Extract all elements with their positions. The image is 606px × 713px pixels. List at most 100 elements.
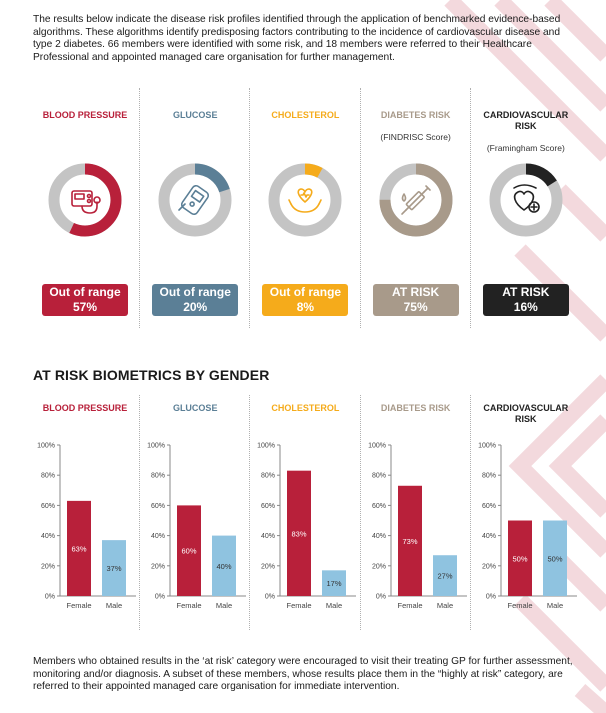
bar-data-label: 37% xyxy=(106,564,121,573)
y-tick-label: 60% xyxy=(372,503,386,510)
percent-label: 16% xyxy=(513,300,538,314)
bar-female xyxy=(397,485,422,596)
x-category-label: Female xyxy=(507,601,532,610)
y-tick-label: 60% xyxy=(482,503,496,510)
donut-value-arc xyxy=(268,163,342,237)
bar-chart-title: DIABETES RISK xyxy=(380,403,451,413)
bar-data-label: 50% xyxy=(512,554,527,563)
bar-male xyxy=(102,540,126,596)
syringe-icon xyxy=(400,185,431,215)
bar-data-label: 63% xyxy=(71,544,86,553)
donut-chart xyxy=(379,163,453,237)
metric-cardiovascular-risk: CARDIOVASCULAR RISK (Framingham Score) A… xyxy=(469,88,580,328)
x-category-label: Male xyxy=(547,601,563,610)
bar-chart: 0% 20% 40% 60% 80% 100% 50% Female 50% Male xyxy=(478,443,577,610)
percent-label: 75% xyxy=(403,300,428,314)
bar-data-label: 27% xyxy=(437,572,452,581)
x-category-label: Female xyxy=(287,601,312,610)
y-tick-label: 60% xyxy=(261,503,275,510)
metric-cholesterol: CHOLESTEROL Out of range 8% xyxy=(249,88,359,328)
metric-diabetes-risk: DIABETES RISK (FINDRISC Score) AT RISK 7… xyxy=(359,88,470,328)
y-tick-label: 0% xyxy=(486,594,496,601)
y-tick-label: 80% xyxy=(151,473,165,480)
y-tick-label: 0% xyxy=(155,594,165,601)
status-badge: Out of range 57% xyxy=(42,284,128,316)
y-tick-label: 0% xyxy=(265,594,275,601)
bar-male xyxy=(542,520,567,596)
donut-value-arc xyxy=(158,163,232,237)
bar-chart-diabetes-risk: DIABETES RISK 0% 20% 40% 60% 80% 100% 73% Femal… xyxy=(359,395,470,630)
bar-female xyxy=(177,505,202,596)
y-tick-label: 100% xyxy=(147,443,165,450)
y-tick-label: 80% xyxy=(41,473,55,480)
bar-chart-title: CARDIOVASCULAR RISK xyxy=(483,403,569,424)
metric-title: DIABETES RISK xyxy=(380,110,451,120)
bar-chart-glucose: GLUCOSE 0% 20% 40% 60% 80% 100% 60% Female 40% Ma… xyxy=(139,395,249,630)
y-tick-label: 100% xyxy=(368,443,386,450)
disease-risk-profiles: BLOOD PRESSURE Out of range 57% GLUCOSE … xyxy=(30,88,580,328)
x-category-label: Female xyxy=(397,601,422,610)
y-tick-label: 100% xyxy=(37,443,55,450)
y-tick-label: 20% xyxy=(261,563,275,570)
status-label: AT RISK xyxy=(392,285,440,299)
y-tick-label: 40% xyxy=(482,533,496,540)
metric-blood-pressure: BLOOD PRESSURE Out of range 57% xyxy=(30,88,139,328)
status-label: Out of range xyxy=(159,285,231,299)
metric-title: BLOOD PRESSURE xyxy=(42,110,128,120)
status-badge: AT RISK 16% xyxy=(482,284,569,316)
bar-female xyxy=(287,470,312,596)
status-badge: AT RISK 75% xyxy=(372,284,459,316)
intro-paragraph: The results below indicate the disease r… xyxy=(33,14,561,63)
y-tick-label: 100% xyxy=(258,443,276,450)
status-badge: Out of range 20% xyxy=(152,284,239,316)
percent-label: 8% xyxy=(296,300,315,314)
donut-chart xyxy=(158,163,232,237)
metric-title: CHOLESTEROL xyxy=(271,110,340,120)
x-category-label: Male xyxy=(216,601,232,610)
x-category-label: Male xyxy=(436,601,452,610)
bar-chart: 0% 20% 40% 60% 80% 100% 73% Female 27% Male xyxy=(368,443,467,610)
y-tick-label: 100% xyxy=(478,443,496,450)
metric-glucose: GLUCOSE Out of range 20% xyxy=(139,88,249,328)
bar-chart-title: BLOOD PRESSURE xyxy=(42,403,128,413)
percent-label: 20% xyxy=(183,300,208,314)
section-title: AT RISK BIOMETRICS BY GENDER xyxy=(33,367,270,383)
glucose-meter-icon xyxy=(178,184,210,216)
percent-label: 57% xyxy=(72,300,98,314)
bar-chart: 0% 20% 40% 60% 80% 100% 83% Female 17% Male xyxy=(258,443,357,610)
x-category-label: Male xyxy=(106,601,122,610)
y-tick-label: 20% xyxy=(372,563,386,570)
donut-chart xyxy=(48,163,122,237)
status-badge: Out of range 8% xyxy=(262,284,349,316)
x-category-label: Male xyxy=(326,601,342,610)
y-tick-label: 40% xyxy=(151,533,165,540)
bar-chart-cardiovascular-risk: CARDIOVASCULAR RISK 0% 20% 40% 60% 80% 100% 50… xyxy=(469,395,580,630)
heart-plus-icon xyxy=(513,184,540,213)
status-label: AT RISK xyxy=(502,285,550,299)
bar-data-label: 40% xyxy=(217,562,232,571)
bar-data-label: 73% xyxy=(402,537,417,546)
bar-male xyxy=(322,570,347,596)
heart-hands-icon xyxy=(288,188,323,213)
y-tick-label: 20% xyxy=(41,563,55,570)
y-tick-label: 20% xyxy=(151,563,165,570)
bar-chart-blood-pressure: BLOOD PRESSURE 0% 20% 40% 60% 80% 100% 63% Fema… xyxy=(30,395,139,630)
biometrics-by-gender: BLOOD PRESSURE 0% 20% 40% 60% 80% 100% 63% Fema… xyxy=(30,395,580,630)
metric-subtitle: (FINDRISC Score) xyxy=(380,132,451,142)
y-tick-label: 80% xyxy=(261,473,275,480)
status-label: Out of range xyxy=(269,285,342,299)
bar-female xyxy=(507,520,532,596)
x-category-label: Female xyxy=(177,601,202,610)
donut-chart xyxy=(268,163,342,237)
y-tick-label: 80% xyxy=(482,473,496,480)
y-tick-label: 40% xyxy=(261,533,275,540)
bar-chart-title: CHOLESTEROL xyxy=(271,403,340,413)
x-category-label: Female xyxy=(66,601,91,610)
y-tick-label: 0% xyxy=(45,594,55,601)
bar-data-label: 17% xyxy=(327,579,342,588)
bar-chart-title: GLUCOSE xyxy=(172,403,218,413)
bar-chart-cholesterol: CHOLESTEROL 0% 20% 40% 60% 80% 100% 83% Female 1… xyxy=(249,395,359,630)
metric-title: CARDIOVASCULAR RISK xyxy=(483,110,569,131)
donut-chart xyxy=(489,163,563,237)
donut-track xyxy=(268,163,342,237)
